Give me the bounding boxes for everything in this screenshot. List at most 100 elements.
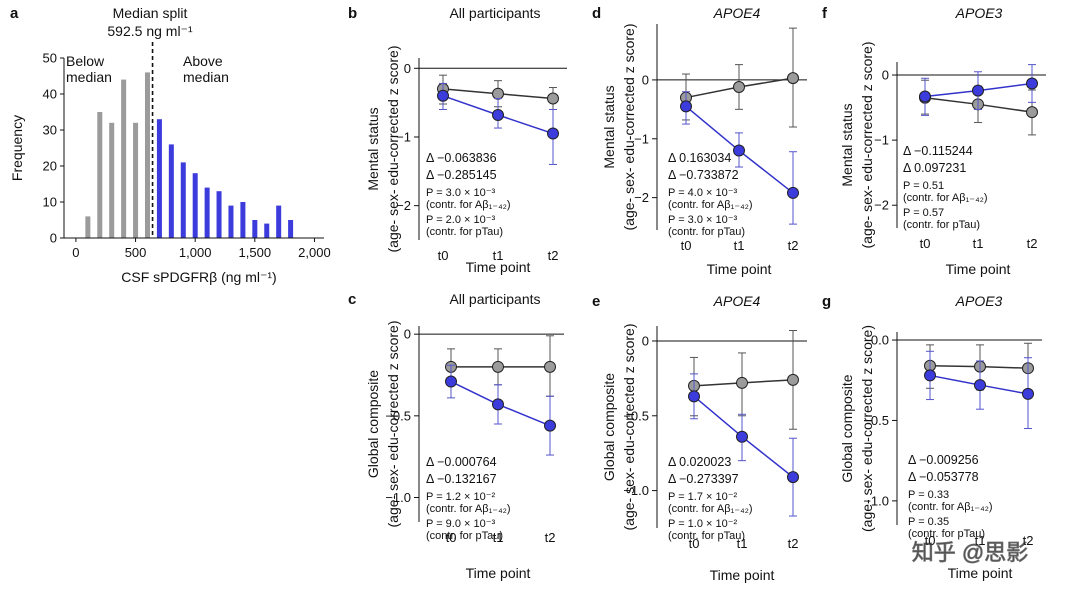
- data-point: [733, 80, 745, 93]
- y-axis-label: Mental status: [839, 103, 855, 186]
- histogram-bar: [156, 119, 162, 238]
- histogram-bar: [228, 205, 234, 238]
- y-axis-label-sub: (age- sex- edu-corrected z score): [859, 325, 875, 532]
- y-axis-label-sub: (age- sex- edu-corrected z score): [385, 321, 401, 528]
- y-tick-label: −2: [874, 198, 889, 213]
- p-value-text: (contr. for Aβ₁₋₄₂): [668, 503, 753, 515]
- x-tick-label: 500: [125, 245, 147, 260]
- p-value-text: P = 1.2 × 10⁻²: [426, 491, 496, 503]
- data-point: [736, 376, 748, 389]
- y-axis-label-sub: (age- sex- edu-corrected z score): [859, 42, 875, 249]
- panel-label: b: [348, 5, 357, 22]
- panel-title: APOE4: [713, 293, 761, 309]
- data-point: [736, 430, 748, 443]
- x-tick-label: 1,500: [239, 245, 272, 260]
- histogram-bar: [85, 216, 91, 238]
- p-value-text: (contr. for pTau): [426, 226, 503, 238]
- p-value-text: (contr. for Aβ₁₋₄₂): [668, 199, 753, 211]
- delta-above-median: Δ −0.733872: [668, 168, 739, 182]
- data-point: [547, 92, 559, 105]
- p-value-text: (contr. for pTau): [908, 528, 985, 540]
- p-value-text: (contr. for Aβ₁₋₄₂): [426, 503, 511, 515]
- data-point: [445, 375, 457, 388]
- histogram-bar: [168, 144, 174, 238]
- p-value-text: (contr. for pTau): [668, 226, 745, 238]
- histogram-bar: [144, 72, 150, 239]
- y-tick-label: 0.0: [871, 333, 889, 348]
- delta-above-median: Δ 0.097231: [903, 161, 966, 175]
- below-median-label: median: [66, 69, 112, 85]
- x-tick-label: 0: [72, 245, 79, 260]
- data-point: [437, 89, 449, 102]
- p-value-text: (contr. for Aβ₁₋₄₂): [908, 501, 993, 513]
- panel-label: d: [592, 5, 601, 22]
- y-tick-label: −0.5: [385, 408, 411, 423]
- delta-below-median: Δ −0.063836: [426, 151, 497, 165]
- y-tick-label: −2: [396, 198, 411, 213]
- panel-title: APOE3: [955, 5, 1003, 21]
- y-tick-label: 0: [404, 327, 411, 342]
- y-axis-label: Mental status: [365, 107, 381, 190]
- data-point: [787, 471, 799, 484]
- y-tick-label: 0: [642, 72, 649, 87]
- x-tick-label: t0: [438, 248, 449, 263]
- data-point: [924, 369, 936, 382]
- x-tick-label: t2: [545, 530, 556, 545]
- y-tick-label: −0.5: [863, 413, 889, 428]
- data-point: [544, 419, 556, 432]
- below-median-label: Below: [66, 53, 105, 69]
- p-value-text: P = 0.35: [908, 516, 949, 528]
- data-point: [787, 186, 799, 199]
- y-axis-label-sub: (age- sex- edu-corrected z score): [385, 46, 401, 253]
- x-tick-label: t2: [788, 238, 799, 253]
- median-split-value: 592.5 ng ml⁻¹: [107, 23, 193, 39]
- watermark: 知乎 @思影: [912, 540, 1028, 565]
- data-point: [972, 84, 984, 97]
- y-axis-label: Global composite: [365, 370, 381, 478]
- y-tick-label: −1: [874, 133, 889, 148]
- x-axis-label: Time point: [710, 567, 775, 583]
- panel-label: g: [822, 293, 831, 310]
- data-point: [919, 90, 931, 103]
- y-tick-label: 30: [43, 123, 57, 138]
- x-tick-label: t0: [446, 530, 457, 545]
- y-axis-label-sub: (age- sex- edu-corrected z score): [621, 24, 637, 231]
- y-tick-label: 0: [404, 61, 411, 76]
- x-tick-label: t2: [548, 248, 559, 263]
- p-value-text: (contr. for Aβ₁₋₄₂): [903, 192, 988, 204]
- p-value-text: P = 0.51: [903, 180, 944, 192]
- delta-below-median: Δ −0.000764: [426, 455, 497, 469]
- delta-above-median: Δ −0.053778: [908, 470, 979, 484]
- p-value-text: P = 0.57: [903, 207, 944, 219]
- data-point: [680, 100, 692, 113]
- panel-g-line-chart: g APOE3 0.0 −0.5 −1.0 t0 t1 t2 Time point Global …: [822, 293, 1042, 581]
- y-tick-label: 0: [882, 68, 889, 83]
- histogram-bar: [97, 112, 103, 238]
- p-value-text: (contr. for Aβ₁₋₄₂): [426, 199, 511, 211]
- x-tick-label: 2,000: [298, 245, 331, 260]
- median-split-title: Median split: [113, 5, 188, 21]
- histogram-bar: [133, 122, 139, 238]
- y-tick-label: −0.5: [623, 408, 649, 423]
- histogram-bar: [252, 220, 258, 238]
- x-tick-label: t1: [493, 248, 504, 263]
- panel-d-line-chart: d APOE4 0 −1 −2 t0 t1 t2 Time point Mental status…: [592, 5, 807, 277]
- delta-below-median: Δ −0.009256: [908, 453, 979, 467]
- histogram-bar: [180, 162, 186, 238]
- y-axis-label-sub: (age- sex- edu-corrected z score): [621, 324, 637, 531]
- y-axis-label: Mental status: [601, 85, 617, 168]
- data-point: [787, 373, 799, 386]
- above-median-label: median: [183, 69, 229, 85]
- y-axis-label: Global composite: [601, 373, 617, 481]
- data-point: [733, 144, 745, 157]
- data-point: [492, 398, 504, 411]
- y-tick-label: 0: [642, 333, 649, 348]
- data-point: [547, 127, 559, 140]
- y-axis-label: Global composite: [839, 374, 855, 482]
- delta-below-median: Δ 0.163034: [668, 151, 731, 165]
- x-tick-label: t1: [975, 533, 986, 548]
- p-value-text: P = 0.33: [908, 489, 949, 501]
- y-axis-label: Frequency: [9, 115, 25, 181]
